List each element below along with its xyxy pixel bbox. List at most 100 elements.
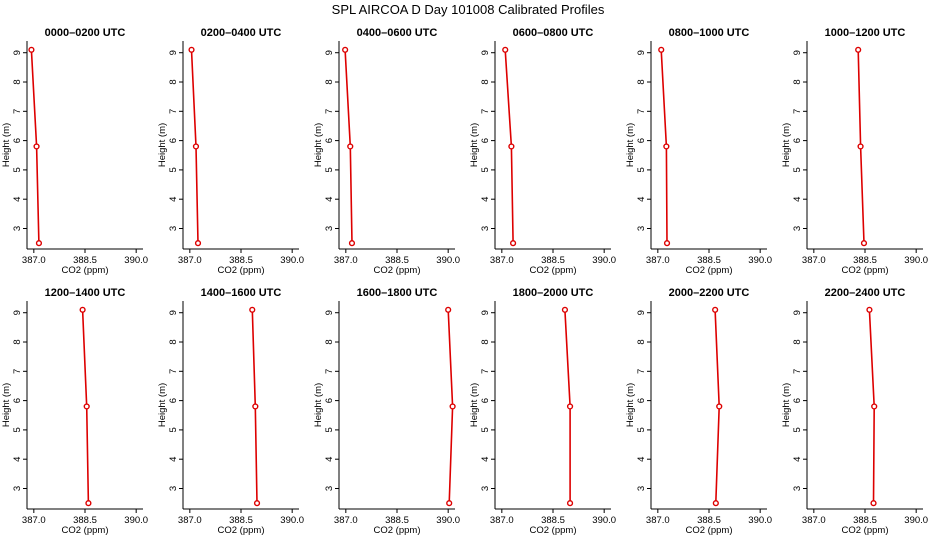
data-point	[35, 240, 43, 247]
y-tick-label: 4	[480, 197, 491, 202]
y-tick-label: 3	[636, 486, 647, 491]
x-axis-label: CO2 (ppm)	[62, 525, 109, 536]
data-point	[192, 143, 200, 150]
data-point	[194, 240, 202, 247]
x-tick-label: 387.0	[490, 255, 514, 266]
data-point	[253, 500, 261, 507]
y-tick-label: 7	[324, 369, 335, 374]
y-tick-label: 9	[480, 50, 491, 55]
data-point	[712, 306, 719, 313]
y-tick-label: 5	[324, 167, 335, 172]
data-point	[566, 403, 574, 410]
data-point	[249, 306, 256, 313]
y-tick-label: 3	[792, 486, 803, 491]
y-tick-label: 8	[792, 339, 803, 344]
y-tick-label: 4	[12, 197, 23, 202]
y-tick-label: 3	[636, 226, 647, 231]
data-point	[857, 143, 864, 150]
y-tick-label: 8	[636, 79, 647, 84]
x-tick-label: 390.0	[436, 515, 460, 526]
data-point	[663, 240, 671, 247]
y-tick-label: 5	[636, 167, 647, 172]
y-tick-label: 7	[636, 109, 647, 114]
y-tick-label: 4	[792, 197, 803, 202]
x-tick-label: 388.5	[697, 515, 721, 526]
y-tick-label: 3	[480, 486, 491, 491]
data-point	[79, 306, 86, 313]
y-tick-label: 6	[12, 398, 23, 403]
y-tick-label: 7	[168, 109, 179, 114]
y-tick-label: 8	[168, 79, 179, 84]
y-tick-label: 7	[12, 369, 23, 374]
x-tick-label: 387.0	[22, 255, 46, 266]
y-tick-label: 3	[792, 226, 803, 231]
y-tick-label: 6	[324, 138, 335, 143]
y-tick-label: 9	[792, 50, 803, 55]
chart-panel: 0800–1000 UTC 3 4 5 6 7 8 9 387.0 388.5 390.0 CO2 (…	[625, 27, 772, 276]
x-tick-label: 387.0	[802, 515, 826, 526]
chart-panel: 2200–2400 UTC 3 4 5 6 7 8 9 387.0 388.5 390.0 CO2 (…	[781, 287, 928, 536]
x-axis-label: CO2 (ppm)	[686, 525, 733, 536]
data-point	[566, 500, 574, 507]
x-axis-label: CO2 (ppm)	[842, 525, 889, 536]
x-axis-label: CO2 (ppm)	[686, 265, 733, 276]
data-point	[445, 306, 452, 313]
y-tick-label: 4	[636, 457, 647, 462]
chart-panel: 0200–0400 UTC 3 4 5 6 7 8 9 387.0 388.5 390.0 CO2 (…	[157, 27, 304, 276]
y-tick-label: 5	[168, 427, 179, 432]
panel-title: 0200–0400 UTC	[201, 27, 282, 39]
panel-title: 0400–0600 UTC	[357, 27, 438, 39]
x-tick-label: 390.0	[280, 515, 304, 526]
data-point	[449, 403, 456, 410]
data-point	[446, 500, 453, 507]
data-point	[870, 500, 877, 507]
x-tick-label: 390.0	[436, 255, 460, 266]
y-tick-label: 4	[792, 457, 803, 462]
chart-panel: 2000–2200 UTC 3 4 5 6 7 8 9 387.0 388.5 390.0 CO2 (…	[625, 287, 772, 536]
x-tick-label: 390.0	[592, 255, 616, 266]
chart-panel: 1200–1400 UTC 3 4 5 6 7 8 9 387.0 388.5 390.0 CO2 (…	[1, 287, 148, 536]
x-tick-label: 388.5	[697, 255, 721, 266]
y-axis-label: Height (m)	[781, 383, 792, 427]
chart-panel: 1000–1200 UTC 3 4 5 6 7 8 9 387.0 388.5 390.0 CO2 (…	[781, 27, 928, 276]
x-tick-label: 388.5	[385, 515, 409, 526]
y-tick-label: 3	[324, 486, 335, 491]
y-tick-label: 7	[324, 109, 335, 114]
y-axis-label: Height (m)	[469, 383, 480, 427]
data-point	[508, 143, 515, 150]
y-tick-label: 7	[792, 369, 803, 374]
y-tick-label: 6	[324, 398, 335, 403]
x-tick-label: 390.0	[904, 515, 928, 526]
data-point	[85, 500, 92, 507]
y-tick-label: 9	[636, 310, 647, 315]
y-tick-label: 3	[168, 486, 179, 491]
panel-title: 1600–1800 UTC	[357, 287, 438, 299]
y-tick-label: 7	[636, 369, 647, 374]
y-tick-label: 5	[792, 167, 803, 172]
panel-title: 2200–2400 UTC	[825, 287, 906, 299]
data-point	[860, 240, 868, 247]
x-axis-label: CO2 (ppm)	[530, 525, 577, 536]
x-tick-label: 388.5	[73, 255, 97, 266]
y-tick-label: 7	[480, 109, 491, 114]
x-axis-label: CO2 (ppm)	[218, 525, 265, 536]
y-tick-label: 7	[12, 109, 23, 114]
y-tick-label: 9	[168, 310, 179, 315]
y-axis-label: Height (m)	[1, 383, 12, 427]
y-tick-label: 4	[168, 457, 179, 462]
x-tick-label: 387.0	[178, 255, 202, 266]
x-axis-label: CO2 (ppm)	[530, 265, 577, 276]
data-point	[347, 143, 354, 150]
x-tick-label: 387.0	[646, 255, 670, 266]
y-tick-label: 6	[480, 138, 491, 143]
data-point	[855, 46, 862, 53]
y-tick-label: 3	[168, 226, 179, 231]
data-point	[188, 46, 195, 53]
figure-title: SPL AIRCOA D Day 101008 Calibrated Profi…	[332, 2, 605, 17]
x-tick-label: 387.0	[334, 515, 358, 526]
y-tick-label: 6	[168, 138, 179, 143]
x-tick-label: 388.5	[385, 255, 409, 266]
panel-grid: 0000–0200 UTC 3 4 5 6 7 8 9 387.0 388.5 390.0 CO2 (…	[1, 27, 928, 536]
